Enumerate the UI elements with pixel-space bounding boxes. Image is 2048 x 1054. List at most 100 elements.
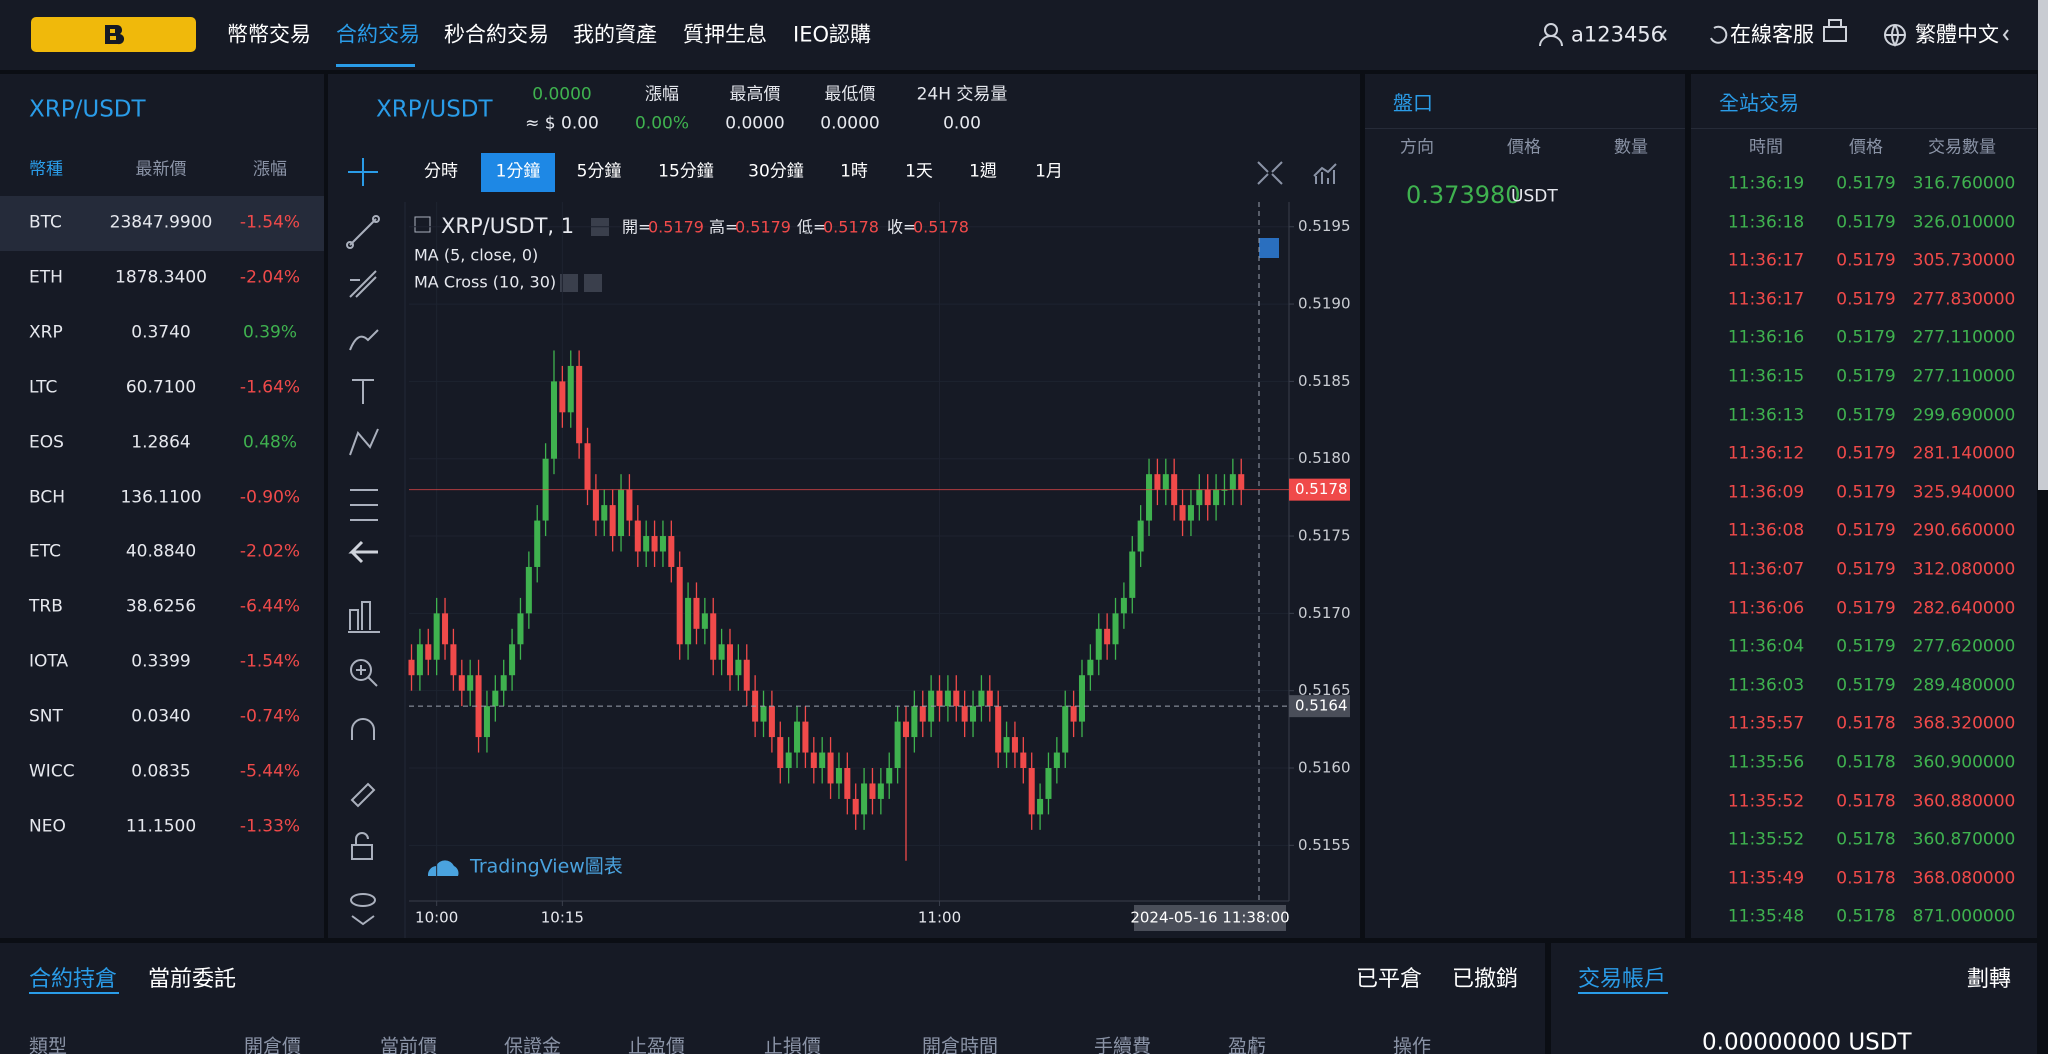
nav-item[interactable]: 我的資產 [573, 22, 657, 47]
filter-tab[interactable]: 已撤銷 [1452, 967, 1519, 992]
market-symbol[interactable]: WICC [29, 761, 75, 782]
tab[interactable]: 合約持倉 [29, 967, 118, 992]
divider [1691, 128, 2037, 129]
nav-item[interactable]: IEO認購 [793, 22, 871, 47]
market-symbol[interactable]: LTC [29, 377, 58, 398]
market-symbol[interactable]: EOS [29, 432, 64, 453]
market-symbol[interactable]: XRP [29, 322, 63, 343]
language-select[interactable]: 繁體中文 [1915, 22, 1999, 47]
candle-body [701, 613, 708, 629]
market-change[interactable]: -1.54% [239, 651, 301, 672]
transfer-button[interactable]: 劃轉 [1967, 967, 2012, 992]
trade-amount: 316.760000 [1912, 173, 2016, 194]
market-price[interactable]: 0.0835 [131, 761, 191, 782]
nav-item[interactable]: 質押生息 [683, 22, 767, 47]
trade-time: 11:35:49 [1727, 868, 1805, 889]
market-change[interactable]: -1.33% [239, 816, 301, 837]
candle-body [827, 752, 834, 784]
interval-button[interactable]: 30分鐘 [748, 161, 804, 182]
candle-body [1204, 489, 1211, 506]
nav-item[interactable]: 秒合約交易 [444, 22, 549, 47]
scale-marker[interactable] [1259, 238, 1279, 258]
interval-button[interactable]: 1天 [905, 161, 933, 182]
market-price[interactable]: 0.3740 [131, 322, 191, 343]
interval-button[interactable]: 分時 [424, 161, 458, 182]
market-price[interactable]: 60.7100 [125, 377, 197, 398]
interval-button[interactable]: 1週 [969, 161, 997, 182]
market-change[interactable]: -6.44% [239, 596, 301, 617]
y-tick-label: 0.5155 [1298, 836, 1351, 854]
interval-button[interactable]: 1時 [840, 161, 868, 182]
account-panel [1551, 943, 2037, 1054]
settings-icon[interactable] [560, 274, 578, 292]
trade-amount: 282.640000 [1912, 598, 2016, 619]
market-price[interactable]: 1878.3400 [115, 267, 207, 288]
candle-body [1087, 659, 1094, 676]
market-change[interactable]: -1.54% [239, 212, 301, 233]
trade-amount: 277.110000 [1912, 327, 2016, 348]
candle-body [651, 536, 658, 552]
x-tick-label: 10:15 [541, 909, 584, 927]
user-name[interactable]: a123456 [1571, 22, 1665, 47]
market-symbol[interactable]: TRB [29, 596, 63, 617]
trade-amount: 871.000000 [1912, 906, 2016, 927]
market-symbol[interactable]: NEO [29, 816, 66, 837]
market-price[interactable]: 40.8840 [125, 541, 197, 562]
column-header: 保證金 [504, 1035, 562, 1054]
market-symbol[interactable]: IOTA [29, 651, 69, 672]
market-price[interactable]: 0.0340 [131, 706, 191, 727]
candle-body [659, 536, 666, 552]
market-change[interactable]: -2.04% [239, 267, 301, 288]
close-icon[interactable] [584, 274, 602, 292]
market-change[interactable]: -1.64% [239, 377, 301, 398]
market-change[interactable]: -2.02% [239, 541, 301, 562]
candle-body [1037, 798, 1044, 815]
top-nav [0, 0, 2048, 70]
candle-body [458, 675, 465, 691]
candle-body [576, 365, 583, 444]
candle-body [1053, 752, 1060, 769]
market-change[interactable]: -0.90% [239, 487, 301, 508]
market-symbol[interactable]: SNT [29, 706, 63, 727]
market-price[interactable]: 23847.9900 [109, 212, 213, 233]
logo[interactable] [31, 17, 196, 52]
market-change[interactable]: -5.44% [239, 761, 301, 782]
market-price[interactable]: 0.3399 [131, 651, 191, 672]
market-symbol[interactable]: ETH [29, 267, 63, 288]
divider [1365, 128, 1685, 129]
tab[interactable]: 交易帳戶 [1578, 967, 1667, 992]
candle-body [450, 644, 457, 676]
nav-item[interactable]: 幣幣交易 [227, 22, 311, 47]
candle-body [894, 721, 901, 769]
market-symbol[interactable]: BTC [29, 212, 62, 233]
interval-button[interactable]: 15分鐘 [658, 161, 714, 182]
y-tick-label: 0.5160 [1298, 759, 1351, 777]
support-link[interactable]: 在線客服 [1730, 22, 1814, 47]
trade-time: 11:36:12 [1727, 443, 1805, 464]
interval-button[interactable]: 1分鐘 [495, 161, 541, 182]
market-symbol[interactable]: ETC [29, 541, 61, 562]
trade-price: 0.5179 [1836, 327, 1896, 348]
interval-button[interactable]: 1月 [1035, 161, 1063, 182]
market-price[interactable]: 1.2864 [131, 432, 191, 453]
nav-item[interactable]: 合約交易 [336, 22, 420, 47]
scrollbar[interactable] [2038, 0, 2048, 490]
filter-tab[interactable]: 已平倉 [1356, 967, 1423, 992]
market-change[interactable]: -0.74% [239, 706, 301, 727]
market-price[interactable]: 38.6256 [125, 596, 197, 617]
tab[interactable]: 當前委託 [148, 967, 237, 992]
market-price[interactable]: 136.1100 [120, 487, 202, 508]
candle-body [726, 644, 734, 676]
market-change[interactable]: 0.48% [242, 432, 298, 453]
candle-body [475, 675, 482, 738]
candle-body [1238, 474, 1245, 490]
market-symbol[interactable]: BCH [29, 487, 66, 508]
collapse-icon[interactable] [414, 216, 431, 233]
market-price[interactable]: 11.1500 [125, 816, 197, 837]
market-change[interactable]: 0.39% [242, 322, 298, 343]
trade-time: 11:35:57 [1727, 713, 1805, 734]
interval-button[interactable]: 5分鐘 [576, 161, 622, 182]
y-tick-label: 0.5170 [1298, 604, 1351, 622]
candle-body [517, 613, 524, 645]
